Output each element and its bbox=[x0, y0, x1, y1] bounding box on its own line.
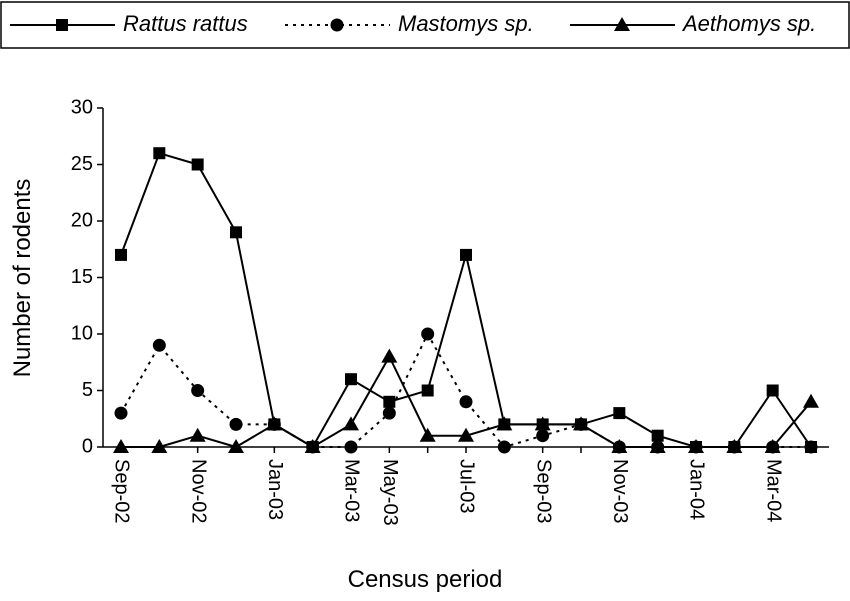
x-tick-label: Jul-03 bbox=[456, 459, 478, 513]
marker bbox=[421, 327, 435, 341]
x-tick-label: Mar-03 bbox=[341, 459, 363, 522]
marker bbox=[153, 147, 166, 160]
legend-label: Rattus rattus bbox=[123, 11, 248, 36]
marker bbox=[191, 158, 204, 171]
marker bbox=[229, 417, 243, 431]
marker bbox=[152, 338, 166, 352]
marker bbox=[688, 439, 704, 453]
marker bbox=[191, 384, 205, 397]
marker bbox=[113, 439, 129, 453]
x-tick-label: Jan-03 bbox=[264, 459, 286, 520]
x-tick-label: Sep-03 bbox=[532, 459, 554, 524]
marker bbox=[345, 373, 357, 386]
marker bbox=[421, 384, 434, 397]
legend-box bbox=[0, 1, 850, 49]
x-tick-label: Mar-04 bbox=[762, 459, 784, 522]
marker bbox=[343, 416, 359, 431]
legend-label: Mastomys sp. bbox=[398, 11, 534, 36]
y-tick-label: 15 bbox=[71, 266, 93, 288]
marker bbox=[458, 427, 474, 442]
x-tick-label: Jan-04 bbox=[686, 459, 708, 520]
marker bbox=[804, 440, 818, 454]
x-tick-label: May-03 bbox=[379, 459, 401, 526]
marker bbox=[382, 406, 396, 420]
marker bbox=[381, 348, 398, 363]
marker bbox=[304, 439, 321, 453]
x-tick-label: Nov-03 bbox=[609, 459, 631, 523]
marker bbox=[764, 439, 781, 453]
marker bbox=[419, 427, 436, 442]
marker bbox=[611, 439, 628, 453]
marker bbox=[534, 416, 551, 431]
marker bbox=[228, 439, 244, 453]
marker bbox=[115, 248, 127, 261]
marker bbox=[536, 429, 550, 443]
marker bbox=[649, 439, 666, 453]
marker bbox=[726, 439, 743, 453]
marker bbox=[189, 427, 206, 442]
marker bbox=[230, 226, 242, 239]
marker bbox=[56, 19, 68, 31]
marker bbox=[803, 393, 819, 408]
legend-label: Aethomys sp. bbox=[681, 11, 816, 36]
y-tick-label: 5 bbox=[82, 379, 93, 401]
marker bbox=[766, 384, 779, 397]
x-axis-title: Census period bbox=[348, 566, 503, 593]
marker bbox=[651, 429, 664, 442]
y-tick-label: 20 bbox=[71, 209, 93, 231]
marker bbox=[330, 18, 344, 32]
y-tick-label: 10 bbox=[71, 322, 93, 344]
x-tick-label: Sep-02 bbox=[111, 459, 133, 524]
marker bbox=[460, 248, 472, 261]
y-tick-label: 0 bbox=[82, 435, 93, 457]
marker bbox=[266, 416, 283, 431]
x-tick-label: Nov-02 bbox=[187, 459, 209, 523]
marker bbox=[459, 395, 473, 409]
y-tick-label: 25 bbox=[71, 153, 93, 175]
marker bbox=[496, 416, 513, 431]
marker bbox=[114, 406, 128, 420]
marker bbox=[344, 440, 358, 454]
marker bbox=[613, 407, 626, 420]
marker bbox=[573, 416, 589, 431]
marker bbox=[614, 17, 630, 31]
y-axis-title: Number of rodents bbox=[9, 179, 36, 378]
y-tick-label: 30 bbox=[71, 96, 93, 118]
marker bbox=[151, 439, 168, 453]
marker bbox=[497, 440, 511, 454]
